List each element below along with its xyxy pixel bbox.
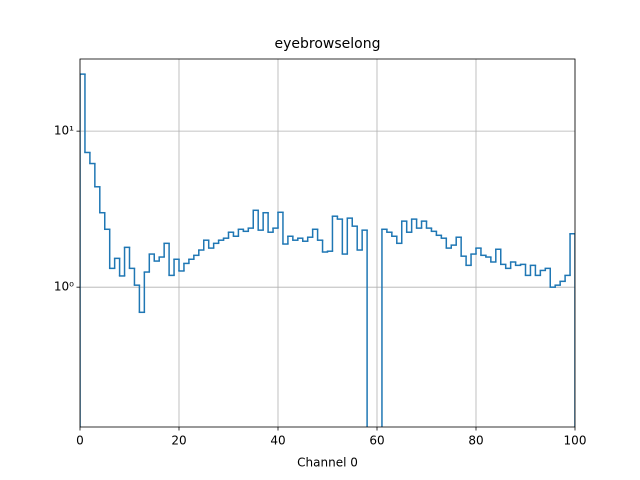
x-tick-label: 0 (76, 434, 84, 448)
y-tick-label: 10¹ (54, 124, 74, 138)
plot-frame (79, 58, 576, 428)
y-tick-label: 10⁰ (54, 280, 74, 294)
x-tick-label: 60 (369, 434, 384, 448)
x-tick-label: 80 (468, 434, 483, 448)
x-tick-label: 40 (270, 434, 285, 448)
x-tick-label: 100 (564, 434, 587, 448)
x-axis-label: Channel 0 (297, 456, 358, 470)
x-tick-label: 20 (171, 434, 186, 448)
chart-title: eyebrowselong (275, 36, 381, 52)
